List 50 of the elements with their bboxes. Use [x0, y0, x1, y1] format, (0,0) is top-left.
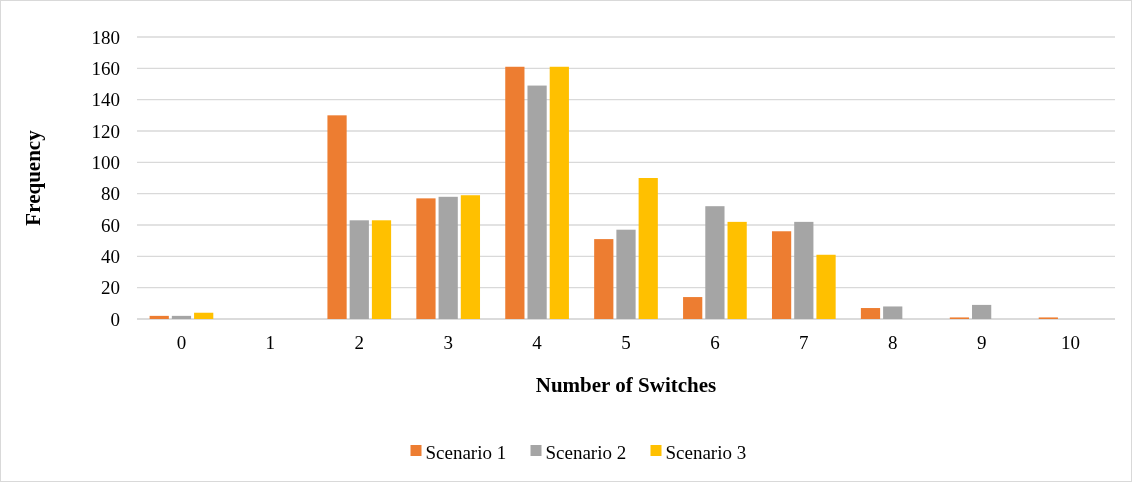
bar: [816, 254, 836, 319]
y-tick-label: 140: [91, 89, 120, 111]
bar: [416, 198, 436, 319]
legend-label: Scenario 3: [665, 441, 747, 463]
y-tick-label: 20: [101, 277, 120, 299]
bar: [771, 231, 792, 319]
y-tick-label: 40: [101, 245, 120, 267]
bar: [460, 195, 481, 319]
bar: [794, 221, 814, 319]
bar: [371, 220, 392, 319]
bar: [594, 239, 614, 319]
x-tick-label: 5: [621, 332, 631, 353]
bar: [727, 221, 747, 319]
legend-label: Scenario 1: [425, 441, 507, 463]
x-tick-label: 2: [354, 332, 365, 353]
bar: [349, 220, 369, 319]
x-axis-title: Number of Switches: [535, 373, 717, 397]
y-axis-title: Frequency: [21, 129, 45, 226]
bar: [883, 306, 903, 319]
y-tick-label: 80: [101, 183, 120, 205]
bar: [149, 315, 169, 319]
y-tick-label: 180: [91, 26, 120, 48]
bar: [171, 315, 192, 319]
x-tick-label: 10: [1061, 332, 1081, 353]
bar: [527, 85, 547, 319]
y-tick-label: 120: [91, 120, 120, 142]
bar: [616, 229, 636, 319]
bar: [194, 312, 214, 319]
x-tick-label: 9: [976, 332, 987, 353]
x-tick-label: 1: [265, 332, 276, 353]
x-tick-label: 6: [710, 332, 720, 353]
y-tick-label: 100: [91, 151, 120, 173]
y-tick-label: 160: [91, 57, 120, 79]
bar: [505, 66, 525, 319]
bar: [860, 308, 881, 319]
x-tick-label: 4: [532, 332, 543, 353]
x-tick-label: 3: [443, 332, 453, 353]
bar: [638, 178, 658, 319]
legend-label: Scenario 2: [545, 441, 627, 463]
bar: [327, 115, 347, 319]
x-tick-label: 7: [799, 332, 809, 353]
bar: [972, 304, 992, 319]
bar: [705, 206, 725, 319]
bar: [549, 66, 569, 319]
y-tick-label: 0: [110, 308, 120, 330]
bar: [438, 196, 458, 319]
bar: [683, 297, 703, 319]
x-tick-label: 0: [176, 332, 187, 353]
x-tick-label: 8: [887, 332, 898, 353]
y-tick-label: 60: [101, 214, 120, 236]
